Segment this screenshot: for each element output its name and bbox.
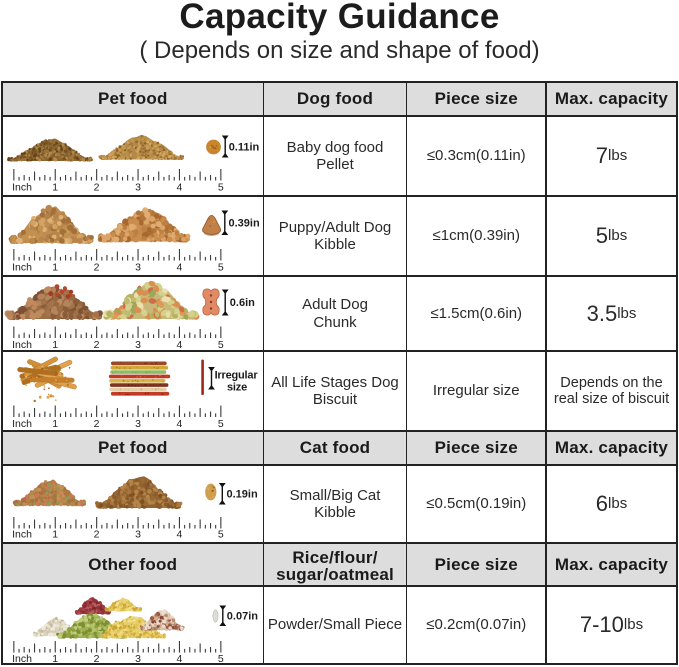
- svg-text:Inch: Inch: [12, 528, 32, 540]
- svg-text:4: 4: [176, 653, 182, 665]
- svg-text:Inch: Inch: [12, 418, 32, 430]
- svg-text:Inch: Inch: [12, 181, 32, 193]
- svg-text:2: 2: [94, 653, 100, 665]
- svg-text:3: 3: [135, 339, 141, 351]
- svg-text:2: 2: [94, 181, 100, 193]
- svg-text:1: 1: [52, 653, 58, 665]
- svg-text:Inch: Inch: [12, 653, 32, 665]
- svg-text:1: 1: [52, 181, 58, 193]
- svg-text:1: 1: [52, 418, 58, 430]
- svg-text:Irregular: Irregular: [215, 370, 259, 382]
- svg-text:size: size: [227, 382, 247, 394]
- svg-text:4: 4: [176, 339, 182, 351]
- svg-text:1: 1: [52, 261, 58, 273]
- svg-text:5: 5: [218, 528, 224, 540]
- svg-text:5: 5: [218, 261, 224, 273]
- svg-text:4: 4: [176, 418, 182, 430]
- svg-text:Inch: Inch: [12, 339, 32, 351]
- svg-text:2: 2: [94, 261, 100, 273]
- svg-text:0.39in: 0.39in: [229, 218, 260, 230]
- svg-text:0.19in: 0.19in: [227, 489, 258, 501]
- svg-text:4: 4: [176, 261, 182, 273]
- svg-text:2: 2: [94, 418, 100, 430]
- svg-text:3: 3: [135, 528, 141, 540]
- svg-text:2: 2: [94, 528, 100, 540]
- svg-text:4: 4: [176, 181, 182, 193]
- svg-text:1: 1: [52, 339, 58, 351]
- svg-text:5: 5: [218, 418, 224, 430]
- svg-text:0.07in: 0.07in: [227, 611, 258, 623]
- svg-text:3: 3: [135, 181, 141, 193]
- svg-text:5: 5: [218, 339, 224, 351]
- svg-text:3: 3: [135, 418, 141, 430]
- svg-text:3: 3: [135, 261, 141, 273]
- svg-text:Inch: Inch: [12, 261, 32, 273]
- svg-text:0.6in: 0.6in: [230, 297, 255, 309]
- svg-text:5: 5: [218, 181, 224, 193]
- svg-text:3: 3: [135, 653, 141, 665]
- svg-text:0.11in: 0.11in: [229, 142, 260, 154]
- svg-text:4: 4: [176, 528, 182, 540]
- svg-text:5: 5: [218, 653, 224, 665]
- svg-text:1: 1: [52, 528, 58, 540]
- svg-text:2: 2: [94, 339, 100, 351]
